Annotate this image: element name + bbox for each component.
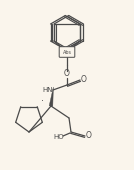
Text: HN: HN bbox=[43, 87, 53, 93]
Text: O: O bbox=[86, 132, 92, 140]
Text: O: O bbox=[81, 75, 87, 84]
Text: Abs: Abs bbox=[62, 49, 72, 55]
Text: ·: · bbox=[42, 96, 44, 106]
Text: HO: HO bbox=[54, 134, 64, 140]
FancyBboxPatch shape bbox=[59, 47, 75, 57]
Polygon shape bbox=[49, 87, 53, 106]
Text: O: O bbox=[64, 70, 70, 79]
